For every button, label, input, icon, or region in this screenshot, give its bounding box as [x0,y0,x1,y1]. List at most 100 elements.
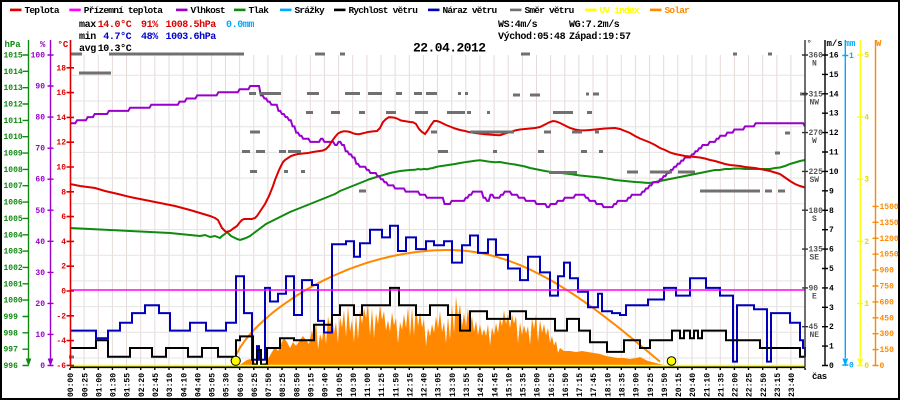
svg-text:hPa: hPa [5,40,22,50]
svg-text:1011: 1011 [4,117,23,126]
svg-text:22:50: 22:50 [760,373,769,397]
svg-text:WS:4m/s: WS:4m/s [498,19,538,31]
svg-text:09:40: 09:40 [322,373,331,397]
svg-text:°C: °C [58,40,69,50]
svg-text:01:00: 01:00 [96,373,105,397]
svg-text:225: 225 [809,168,824,177]
svg-text:16: 16 [56,89,66,98]
svg-text:2: 2 [61,263,66,272]
svg-text:997: 997 [4,346,19,355]
svg-text:18:10: 18:10 [604,373,613,397]
svg-text:1015: 1015 [4,52,23,61]
svg-text:11:00: 11:00 [364,373,373,397]
svg-text:8: 8 [61,188,66,197]
svg-text:23:15: 23:15 [774,373,783,397]
svg-text:900: 900 [880,267,895,276]
svg-text:1200: 1200 [880,235,899,244]
svg-text:1003.6hPa: 1003.6hPa [166,31,217,43]
svg-text:Solar: Solar [665,5,691,16]
svg-text:5: 5 [829,265,834,274]
svg-text:UV index: UV index [600,5,640,16]
svg-text:WG:7.2m/s: WG:7.2m/s [569,19,620,31]
svg-text:05:30: 05:30 [223,373,232,397]
svg-text:10:30: 10:30 [350,373,359,397]
svg-text:08:25: 08:25 [279,373,288,397]
svg-text:1009: 1009 [4,150,23,159]
svg-text:6: 6 [829,246,834,255]
svg-text:12:40: 12:40 [421,373,430,397]
svg-text:50: 50 [35,207,45,216]
svg-text:avg: avg [79,44,96,55]
svg-text:1: 1 [829,343,834,352]
svg-text:180: 180 [809,207,824,216]
svg-text:Vlhkost: Vlhkost [191,5,225,16]
svg-text:13:55: 13:55 [463,373,472,397]
svg-text:4: 4 [864,114,869,123]
svg-text:5: 5 [864,52,869,61]
svg-text:360: 360 [809,52,824,61]
svg-text:15: 15 [829,71,839,80]
svg-text:4.7°C: 4.7°C [103,31,131,43]
svg-text:Srážky: Srážky [295,5,326,16]
svg-text:7: 7 [829,226,834,235]
svg-text:21:10: 21:10 [703,373,712,397]
svg-text:998: 998 [4,329,19,338]
svg-text:2: 2 [864,238,869,247]
svg-text:Západ:19:57: Západ:19:57 [569,31,631,43]
svg-text:1000: 1000 [4,297,23,306]
svg-text:1008: 1008 [4,166,23,175]
svg-text:19:50: 19:50 [661,373,670,397]
svg-text:6: 6 [61,213,66,222]
svg-text:16:00: 16:00 [534,373,543,397]
svg-text:600: 600 [880,298,895,307]
svg-text:SW: SW [810,176,820,185]
svg-text:04:40: 04:40 [194,373,203,397]
svg-text:03:10: 03:10 [166,373,175,397]
svg-text:10: 10 [829,168,839,177]
svg-text:Tlak: Tlak [249,5,270,16]
svg-text:1010: 1010 [4,133,23,142]
svg-text:996: 996 [4,362,19,371]
svg-text:3: 3 [864,176,869,185]
svg-text:max: max [79,20,96,31]
svg-text:čas: čas [812,372,827,382]
svg-text:21:35: 21:35 [718,373,727,397]
svg-text:80: 80 [35,114,45,123]
svg-text:10: 10 [56,164,66,173]
svg-text:16:50: 16:50 [562,373,571,397]
svg-text:0: 0 [864,362,869,371]
svg-text:04:10: 04:10 [180,373,189,397]
svg-text:45: 45 [809,323,819,332]
svg-text:91%: 91% [141,20,158,31]
svg-text:15:10: 15:10 [505,373,514,397]
svg-text:Východ:05:48: Východ:05:48 [498,31,566,43]
svg-text:11:50: 11:50 [392,373,401,397]
svg-text:06:25: 06:25 [251,373,260,397]
svg-text:14: 14 [56,114,66,123]
svg-text:°: ° [807,39,812,49]
svg-text:4: 4 [61,238,66,247]
svg-text:19:00: 19:00 [633,373,642,397]
svg-text:-2: -2 [56,312,66,321]
svg-text:1012: 1012 [4,101,23,110]
svg-text:270: 270 [809,129,824,138]
svg-text:0: 0 [880,362,885,371]
svg-text:10: 10 [35,331,45,340]
svg-text:60: 60 [35,176,45,185]
svg-text:02:20: 02:20 [138,373,147,397]
svg-text:Přízemní teplota: Přízemní teplota [84,5,164,16]
svg-text:1013: 1013 [4,84,23,93]
svg-text:20:15: 20:15 [675,373,684,397]
svg-text:30: 30 [35,269,45,278]
svg-text:2: 2 [829,323,834,332]
svg-text:N: N [812,60,817,69]
svg-text:18:35: 18:35 [619,373,628,397]
svg-text:01:55: 01:55 [124,373,133,397]
svg-text:1008.5hPa: 1008.5hPa [166,19,217,31]
svg-text:450: 450 [880,314,895,323]
svg-text:70: 70 [35,145,45,154]
svg-text:13:05: 13:05 [435,373,444,397]
svg-text:12:15: 12:15 [407,373,416,397]
svg-text:100: 100 [31,52,46,61]
svg-text:22.04.2012: 22.04.2012 [413,41,486,56]
